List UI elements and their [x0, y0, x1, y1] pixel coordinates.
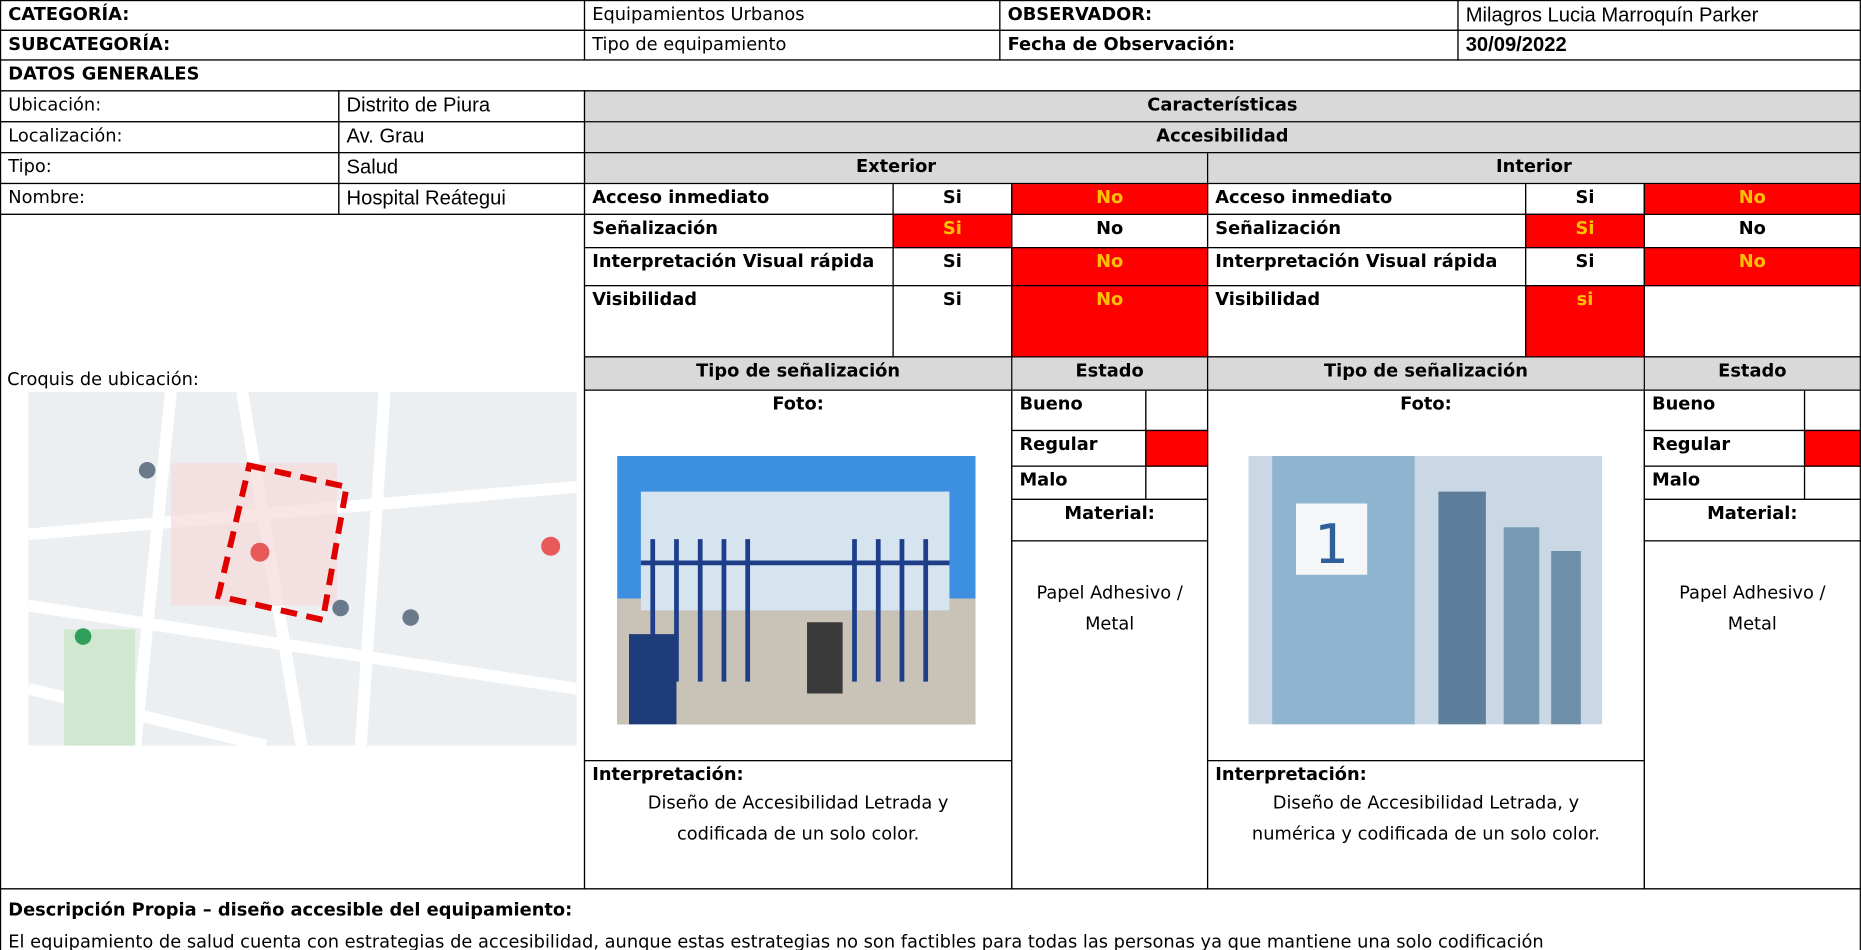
material-label: Material: [1011, 498, 1209, 542]
state: Bueno [1643, 389, 1806, 432]
criterion: Visibilidad [1206, 285, 1527, 358]
value: Tipo de equipamiento [583, 29, 1001, 61]
criterion: Señalización [583, 213, 894, 249]
state-box [1145, 389, 1209, 432]
answer: Si [892, 247, 1013, 287]
criterion: Acceso inmediato [583, 182, 894, 215]
value: Milagros Lucia Marroquín Parker [1457, 0, 1861, 31]
answer: No [1643, 213, 1861, 249]
answer: Si [892, 182, 1013, 215]
answer: si [1525, 285, 1645, 358]
side-title: Interior [1206, 152, 1861, 185]
state: Regular [1643, 429, 1806, 467]
answer: No [1011, 182, 1209, 215]
answer: Si [1525, 247, 1645, 287]
label: OBSERVADOR: [999, 0, 1459, 31]
exterior-photo [617, 456, 976, 725]
svg-text:1: 1 [1314, 512, 1349, 576]
answer: No [1011, 247, 1209, 287]
value: 30/09/2022 [1457, 29, 1861, 61]
state-box [1803, 429, 1861, 467]
material-label: Material: [1643, 498, 1861, 542]
interpretation-cell: Interpretación: Diseño de Accesibilidad L… [583, 760, 1013, 890]
interpretation-label: Interpretación: [592, 763, 744, 785]
description-text: El equipamiento de salud cuenta con estr… [8, 931, 1544, 950]
interpretation-text: Diseño de Accesibilidad Letrada y codifi… [647, 792, 949, 845]
label: Nombre: [0, 182, 340, 215]
criterion: Acceso inmediato [1206, 182, 1527, 215]
interpretation-label: Interpretación: [1215, 763, 1367, 785]
criterion: Señalización [1206, 213, 1527, 249]
interior-photo: 1 [1248, 456, 1603, 725]
criterion: Interpretación Visual rápida [1206, 247, 1527, 287]
value: Salud [338, 152, 586, 185]
column-title: Estado [1011, 356, 1209, 391]
location-map [28, 391, 577, 746]
interpretation-text: Diseño de Accesibilidad Letrada, y numér… [1251, 792, 1600, 845]
state: Malo [1011, 465, 1147, 500]
sketch-label: Croquis de ubicación: [7, 368, 199, 390]
section-title: Características [583, 90, 1861, 123]
state: Malo [1643, 465, 1806, 500]
answer: No [1643, 182, 1861, 215]
state-box [1803, 389, 1861, 432]
column-title: Estado [1643, 356, 1861, 391]
column-title: Tipo de señalización [583, 356, 1013, 391]
label: Localización: [0, 121, 340, 154]
value: Hospital Reátegui [338, 182, 586, 215]
state-box [1803, 465, 1861, 500]
label: SUBCATEGORÍA: [0, 29, 586, 61]
state-box [1145, 465, 1209, 500]
description-title: Descripción Propia – diseño accesible de… [8, 898, 573, 921]
section-title: DATOS GENERALES [0, 59, 1861, 92]
answer [1643, 285, 1861, 358]
label: CATEGORÍA: [0, 0, 586, 31]
criterion: Visibilidad [583, 285, 894, 358]
label: Ubicación: [0, 90, 340, 123]
value: Distrito de Piura [338, 90, 586, 123]
column-title: Tipo de señalización [1206, 356, 1645, 391]
answer: Si [1525, 182, 1645, 215]
state: Regular [1011, 429, 1147, 467]
side-title: Exterior [583, 152, 1209, 185]
answer: Si [892, 285, 1013, 358]
label: Fecha de Observación: [999, 29, 1459, 61]
criterion: Interpretación Visual rápida [583, 247, 894, 287]
state-box [1145, 429, 1209, 467]
answer: No [1011, 213, 1209, 249]
value: Equipamientos Urbanos [583, 0, 1001, 31]
answer: Si [1525, 213, 1645, 249]
answer: No [1011, 285, 1209, 358]
value: Av. Grau [338, 121, 586, 154]
section-subtitle: Accesibilidad [583, 121, 1861, 154]
material: Papel Adhesivo / Metal [1643, 540, 1861, 890]
label: Tipo: [0, 152, 340, 185]
interpretation-cell: Interpretación: Diseño de Accesibilidad L… [1206, 760, 1645, 890]
answer: Si [892, 213, 1013, 249]
state: Bueno [1011, 389, 1147, 432]
description-cell: Descripción Propia – diseño accesible de… [0, 888, 1861, 950]
answer: No [1643, 247, 1861, 287]
material: Papel Adhesivo / Metal [1011, 540, 1209, 890]
